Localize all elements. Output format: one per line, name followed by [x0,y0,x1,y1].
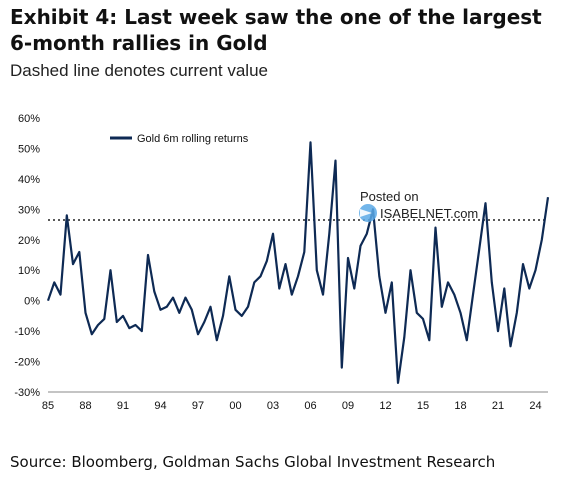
watermark: Posted on ISABELNET.com [359,189,478,222]
chart-subtitle: Dashed line denotes current value [10,61,268,80]
x-tick-label: 06 [304,400,316,412]
x-tick-label: 12 [379,400,391,412]
chart-title-line-2: 6-month rallies in Gold [10,31,268,55]
y-tick-label: -20% [14,357,40,369]
y-tick-label: 20% [18,235,40,247]
y-axis: 60% 50% 40% 30% 20% 10% 0% -10% -20% -30% [14,113,40,399]
y-tick-label: 0% [24,296,40,308]
watermark-line-2: ISABELNET.com [380,206,478,221]
series-line-gold-6m-rolling-returns [46,141,550,384]
x-tick-label: 21 [492,400,504,412]
chart-title-line-1: Exhibit 4: Last week saw the one of the … [10,5,542,29]
x-tick-label: 94 [154,400,166,412]
watermark-line-1: Posted on [360,189,419,204]
chart: 60% 50% 40% 30% 20% 10% 0% -10% -20% -30% 85 88 91 9… [14,113,550,412]
y-tick-label: -10% [14,326,40,338]
y-tick-label: 60% [18,113,40,125]
x-tick-label: 24 [529,400,541,412]
x-axis: 85 88 91 94 97 00 03 06 09 12 15 18 21 24 [42,391,548,412]
y-tick-label: 30% [18,204,40,216]
isabelnet-arrow-icon [360,209,372,217]
series-layer [46,141,550,384]
y-tick-label: 10% [18,265,40,277]
x-tick-label: 00 [229,400,241,412]
x-tick-label: 03 [267,400,279,412]
source-note: Source: Bloomberg, Goldman Sachs Global … [10,453,496,471]
legend-label: Gold 6m rolling returns [137,133,249,145]
x-tick-label: 18 [454,400,466,412]
x-tick-label: 91 [117,400,129,412]
y-tick-label: 40% [18,174,40,186]
y-tick-label: 50% [18,143,40,155]
y-tick-label: -30% [14,387,40,399]
legend: Gold 6m rolling returns [110,133,249,145]
x-tick-label: 15 [417,400,429,412]
x-tick-label: 09 [342,400,354,412]
x-tick-label: 97 [192,400,204,412]
chart-title: Exhibit 4: Last week saw the one of the … [10,4,560,56]
x-tick-label: 85 [42,400,54,412]
x-tick-label: 88 [79,400,91,412]
